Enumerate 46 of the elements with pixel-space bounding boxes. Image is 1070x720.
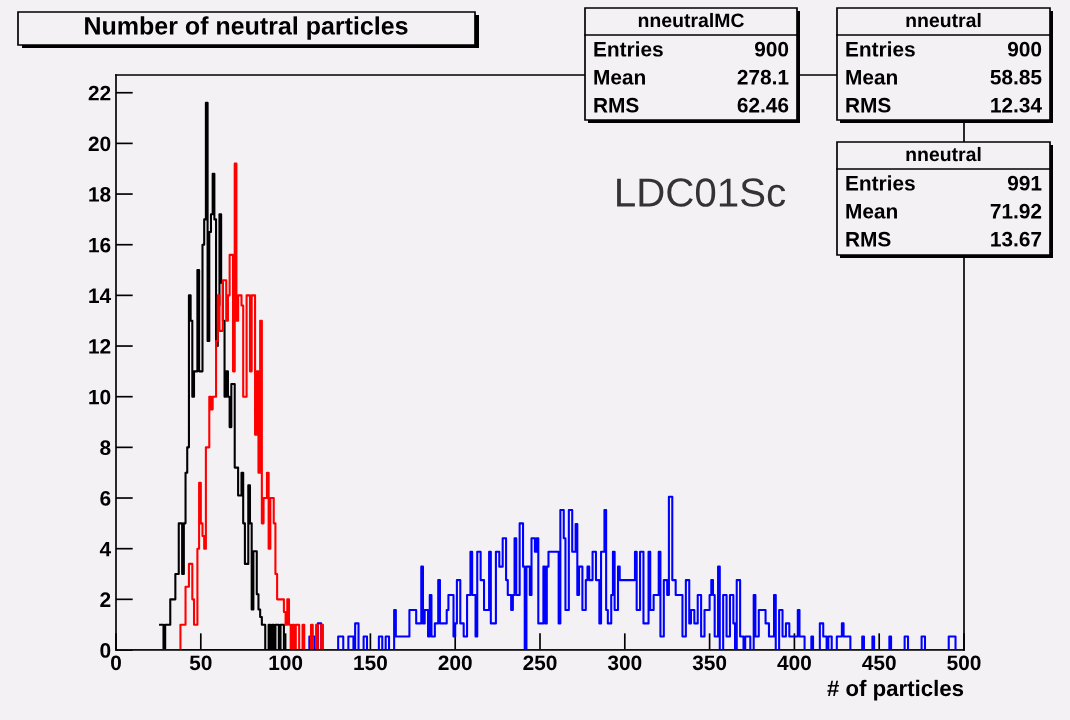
annotation: Mean: [846, 70, 897, 85]
y-tick-label: 20: [88, 136, 111, 152]
y-tick-label: 10: [89, 389, 111, 405]
y-tick-label: 4: [99, 541, 112, 557]
y-tick-label: 0: [100, 643, 111, 658]
chart-title: Number of neutral particles: [85, 16, 408, 40]
text: 71.92: [990, 203, 1042, 219]
text: 13.67: [991, 231, 1042, 247]
text: 991: [1007, 175, 1042, 191]
y-tick-label: 22: [88, 85, 111, 101]
x-axis-title: # of particles: [827, 679, 964, 701]
text: Entries: [594, 41, 663, 57]
y-tick-label: 2: [100, 592, 111, 607]
x-tick-label: 100: [269, 655, 303, 671]
x-tick-label: 400: [777, 655, 811, 671]
text: nneutralMC: [638, 12, 744, 28]
x-tick-label: 250: [523, 655, 557, 671]
y-tick-label: 18: [89, 187, 111, 202]
annotation: Mean: [594, 70, 645, 85]
annotation: nneutral: [906, 146, 981, 162]
x-tick-label: 150: [354, 655, 387, 671]
y-tick-label: 14: [89, 288, 112, 303]
text: Entries: [846, 41, 915, 57]
y-tick-label: 6: [100, 491, 111, 506]
y-tick-label: 16: [89, 237, 111, 253]
annotation: Mean: [846, 204, 897, 219]
annotation: LDC01Sc: [617, 178, 786, 207]
y-tick-label: 12: [89, 339, 111, 354]
annotation: RMS: [846, 231, 891, 247]
x-tick-label: 450: [862, 655, 896, 671]
annotation: Entries: [846, 175, 915, 191]
x-tick-label: 200: [438, 655, 472, 671]
x-tick-label: 500: [947, 655, 981, 671]
annotation: 62.46: [737, 97, 789, 113]
x-tick-label: 50: [189, 655, 212, 671]
annotation: RMS: [846, 97, 891, 113]
text: 900: [1007, 41, 1042, 57]
text: 900: [754, 41, 789, 57]
annotation: RMS: [594, 97, 639, 113]
text: nneutral: [906, 12, 981, 28]
text: 58.85: [990, 69, 1042, 85]
text: 12.34: [991, 97, 1042, 113]
y-tick-label: 8: [100, 440, 111, 456]
annotation: 278.1: [737, 69, 789, 85]
x-tick-label: 350: [692, 655, 727, 671]
x-tick-label: 300: [607, 655, 642, 671]
